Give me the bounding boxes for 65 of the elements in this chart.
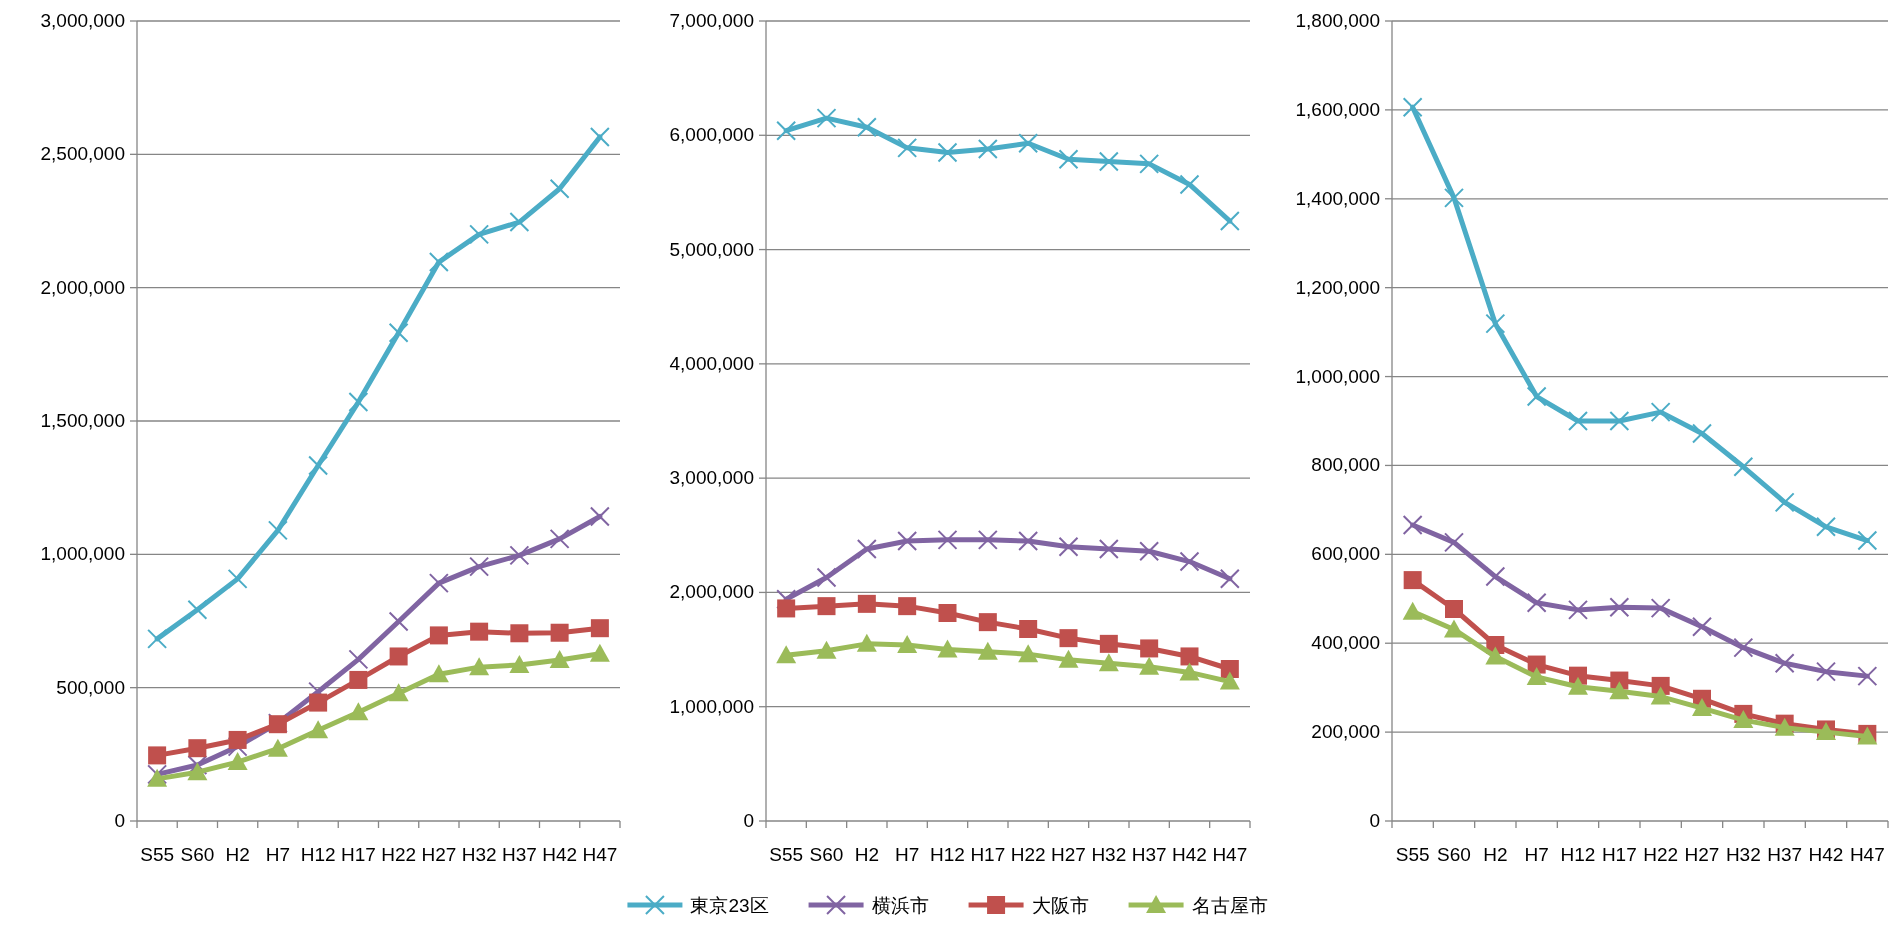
x-tick-label: H12	[1560, 844, 1596, 865]
legend-label: 東京23区	[690, 895, 769, 916]
y-tick-label: 1,000,000	[669, 695, 754, 717]
y-tick-label: 0	[114, 810, 125, 831]
y-tick-label: 2,000,000	[40, 276, 125, 298]
y-tick-label: 7,000,000	[669, 10, 754, 31]
y-tick-label: 500,000	[56, 676, 125, 698]
x-tick-label: H27	[1051, 844, 1086, 865]
y-tick-label: 200,000	[1311, 721, 1380, 743]
x-tick-label: H22	[381, 844, 417, 865]
x-tick-label: H47	[1212, 844, 1248, 865]
x-tick-label: H42	[1808, 844, 1844, 865]
y-tick-label: 1,600,000	[1295, 98, 1380, 120]
x-tick-label: H32	[461, 844, 497, 865]
x-tick-label: S60	[809, 844, 844, 865]
x-tick-label: H17	[970, 844, 1006, 865]
y-tick-label: 1,500,000	[40, 410, 125, 431]
x-tick-label: H17	[1601, 844, 1637, 865]
y-tick-label: 1,000,000	[40, 543, 125, 565]
y-tick-label: 1,800,000	[1295, 10, 1380, 31]
y-tick-label: 1,000,000	[1295, 365, 1380, 387]
x-tick-label: H37	[1767, 844, 1803, 865]
y-tick-label: 1,400,000	[1295, 187, 1380, 209]
y-tick-label: 2,500,000	[40, 143, 125, 165]
x-tick-label: H42	[1172, 844, 1207, 865]
x-tick-label: S55	[769, 844, 804, 865]
x-tick-label: H12	[930, 844, 965, 865]
y-tick-label: 4,000,000	[669, 352, 754, 374]
legend-label: 大阪市	[1031, 895, 1089, 916]
x-tick-label: H2	[225, 844, 250, 865]
x-tick-label: H32	[1725, 844, 1761, 865]
legend-label: 名古屋市	[1191, 895, 1268, 916]
x-tick-label: H17	[340, 844, 376, 865]
x-tick-label: H7	[265, 844, 291, 865]
y-tick-label: 0	[1369, 810, 1380, 831]
y-tick-label: 0	[743, 810, 754, 831]
y-tick-label: 1,200,000	[1295, 276, 1380, 298]
x-tick-label: H22	[1643, 844, 1679, 865]
x-tick-label: H12	[300, 844, 336, 865]
x-tick-label: H42	[542, 844, 578, 865]
x-tick-label: H2	[854, 844, 879, 865]
y-tick-label: 600,000	[1311, 543, 1380, 565]
y-tick-label: 5,000,000	[669, 238, 754, 260]
x-tick-label: S55	[1395, 844, 1430, 865]
legend-label: 横浜市	[871, 895, 929, 916]
x-tick-label: H32	[1091, 844, 1127, 865]
x-tick-label: S60	[1437, 844, 1471, 865]
y-tick-label: 800,000	[1311, 454, 1380, 476]
y-tick-label: 6,000,000	[669, 124, 754, 146]
x-tick-label: H2	[1483, 844, 1508, 865]
y-tick-label: 3,000,000	[669, 467, 754, 489]
x-tick-label: H27	[1684, 844, 1720, 865]
x-tick-label: H27	[421, 844, 457, 865]
x-tick-label: H22	[1010, 844, 1046, 865]
x-tick-label: H37	[1131, 844, 1167, 865]
y-tick-label: 2,000,000	[669, 581, 754, 603]
x-tick-label: H47	[1849, 844, 1885, 865]
x-tick-label: H7	[1524, 844, 1549, 865]
x-tick-label: H37	[501, 844, 537, 865]
x-tick-label: S55	[140, 844, 175, 865]
x-tick-label: S60	[180, 844, 215, 865]
y-tick-label: 3,000,000	[40, 10, 125, 31]
x-tick-label: H7	[895, 844, 920, 865]
x-tick-label: H47	[582, 844, 618, 865]
y-tick-label: 400,000	[1311, 632, 1380, 654]
